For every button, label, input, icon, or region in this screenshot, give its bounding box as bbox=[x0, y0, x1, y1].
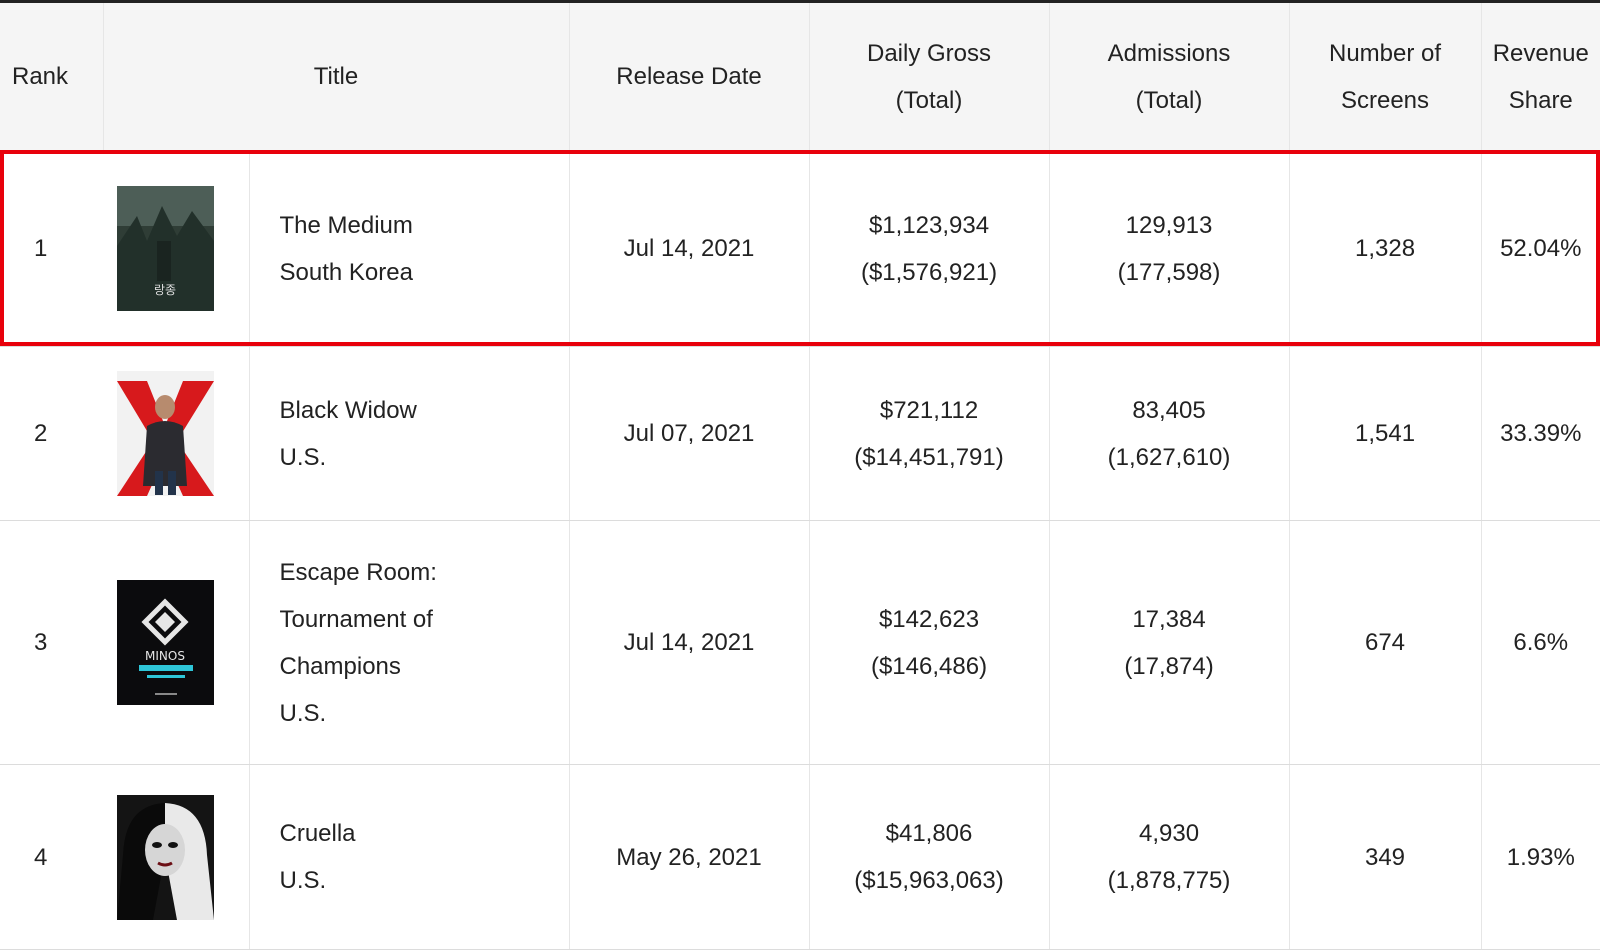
gross-cell: $721,112 ($14,451,791) bbox=[808, 346, 1050, 521]
table-row[interactable]: 1 랑종 The Medium South Korea Jul 14, 2021 … bbox=[0, 150, 1600, 347]
gross-cell: $41,806 ($15,963,063) bbox=[808, 764, 1050, 950]
release-date-cell: Jul 07, 2021 bbox=[568, 346, 810, 521]
top-border bbox=[0, 0, 1600, 3]
share-cell: 52.04% bbox=[1480, 150, 1600, 347]
svg-text:MINOS: MINOS bbox=[145, 649, 185, 663]
release-date-cell: May 26, 2021 bbox=[568, 764, 810, 950]
the-medium-poster-icon[interactable]: 랑종 bbox=[117, 186, 214, 311]
gross-cell: $142,623 ($146,486) bbox=[808, 520, 1050, 765]
screens-cell: 1,328 bbox=[1288, 150, 1482, 347]
header-admissions[interactable]: Admissions (Total) bbox=[1048, 3, 1290, 151]
release-date-cell: Jul 14, 2021 bbox=[568, 520, 810, 765]
title-cell[interactable]: Escape Room: Tournament of Champions U.S. bbox=[248, 520, 570, 765]
title-cell[interactable]: Black Widow U.S. bbox=[248, 346, 570, 521]
title-cell[interactable]: The Medium South Korea bbox=[248, 150, 570, 347]
rank-cell: 4 bbox=[0, 764, 103, 950]
admissions-cell: 17,384 (17,874) bbox=[1048, 520, 1290, 765]
rank-cell: 2 bbox=[0, 346, 103, 521]
escape-room-poster-icon[interactable]: MINOS bbox=[117, 580, 214, 705]
table-row[interactable]: 2 Black Widow U.S. Jul 07, 2021 $72 bbox=[0, 346, 1600, 521]
share-cell: 1.93% bbox=[1480, 764, 1600, 950]
rank-cell: 3 bbox=[0, 520, 103, 765]
header-daily-gross[interactable]: Daily Gross (Total) bbox=[808, 3, 1050, 151]
screens-cell: 349 bbox=[1288, 764, 1482, 950]
header-rank[interactable]: Rank bbox=[0, 3, 103, 151]
table-row[interactable]: 4 Cruella U.S. May 26, 2021 bbox=[0, 764, 1600, 950]
gross-cell: $1,123,934 ($1,576,921) bbox=[808, 150, 1050, 347]
title-cell[interactable]: Cruella U.S. bbox=[248, 764, 570, 950]
table-header-row: Rank Title Release Date Daily Gross (Tota… bbox=[0, 3, 1600, 151]
share-cell: 33.39% bbox=[1480, 346, 1600, 521]
svg-text:랑종: 랑종 bbox=[154, 283, 176, 297]
admissions-cell: 83,405 (1,627,610) bbox=[1048, 346, 1290, 521]
cruella-poster-icon[interactable] bbox=[117, 794, 214, 920]
admissions-cell: 4,930 (1,878,775) bbox=[1048, 764, 1290, 950]
header-revenue-share[interactable]: Revenue Share bbox=[1480, 3, 1600, 151]
rank-cell: 1 bbox=[0, 150, 103, 347]
black-widow-poster-icon[interactable] bbox=[117, 371, 214, 496]
table-row[interactable]: 3 MINOS Escape Room: Tournament of Champio… bbox=[0, 520, 1600, 765]
screens-cell: 674 bbox=[1288, 520, 1482, 765]
header-title[interactable]: Title bbox=[102, 3, 570, 151]
header-screens[interactable]: Number of Screens bbox=[1288, 3, 1482, 151]
screens-cell: 1,541 bbox=[1288, 346, 1482, 521]
admissions-cell: 129,913 (177,598) bbox=[1048, 150, 1290, 347]
header-release-date[interactable]: Release Date bbox=[568, 3, 810, 151]
release-date-cell: Jul 14, 2021 bbox=[568, 150, 810, 347]
box-office-table: Rank Title Release Date Daily Gross (Tota… bbox=[0, 3, 1600, 950]
share-cell: 6.6% bbox=[1480, 520, 1600, 765]
